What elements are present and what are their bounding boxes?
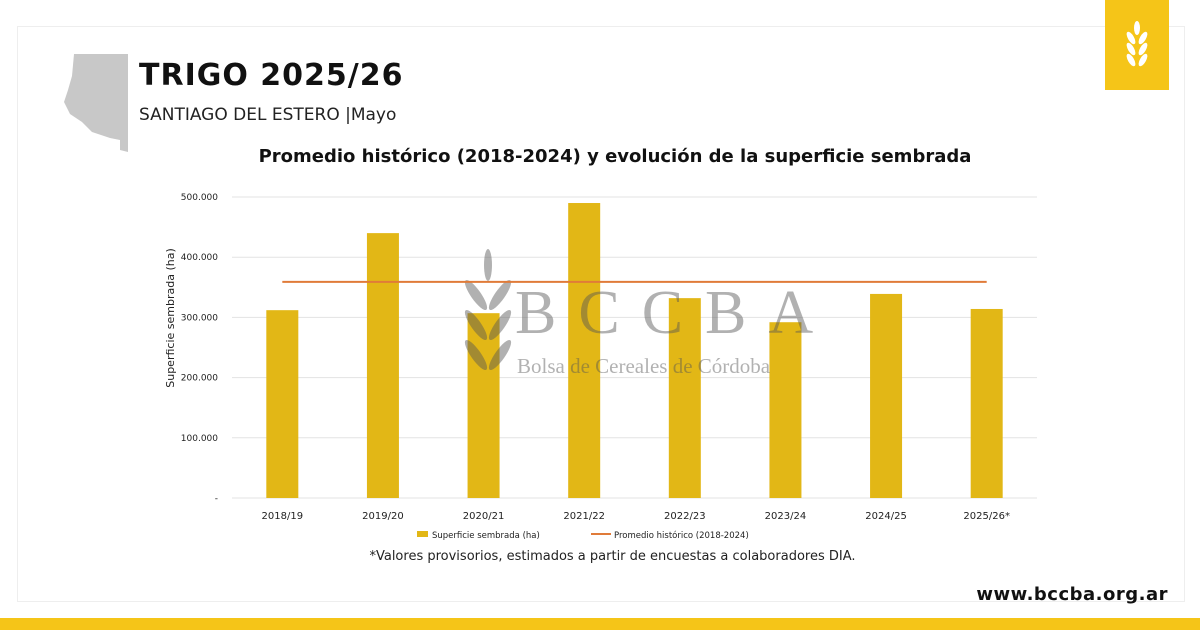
watermark-subtitle: Bolsa de Cereales de Córdoba: [517, 354, 771, 378]
wheat-icon: [1126, 21, 1148, 67]
bar-201920: [366, 233, 399, 498]
y-tick-label: 500.000: [181, 193, 218, 203]
legend-label-bar: Superficie sembrada (ha): [432, 531, 540, 541]
x-tick-label: 2019/20: [362, 511, 404, 522]
province-map-icon: [64, 54, 128, 152]
legend-label-line: Promedio histórico (2018-2024): [614, 530, 749, 541]
footnote: *Valores provisorios, estimados a partir…: [369, 549, 856, 564]
legend: Superficie sembrada (ha) Promedio histór…: [417, 530, 749, 541]
page-subtitle: SANTIAGO DEL ESTERO |Mayo: [139, 105, 397, 125]
bar-202021: [467, 313, 500, 498]
bar-202324: [769, 322, 802, 498]
bar-201819: [266, 310, 299, 498]
y-tick-label: 200.000: [181, 374, 218, 384]
x-tick-label: 2018/19: [262, 511, 304, 522]
bar-202425: [870, 293, 903, 498]
x-tick-label: 2025/26*: [963, 511, 1010, 522]
bar-202122: [568, 203, 601, 498]
website-link[interactable]: www.bccba.org.ar: [976, 584, 1168, 605]
y-tick-label: 400.000: [181, 253, 218, 263]
y-axis-label: Superficie sembrada (ha): [164, 248, 177, 388]
page-title: TRIGO 2025/26: [139, 58, 404, 93]
bar-202526: [970, 308, 1003, 498]
x-tick-label: 2022/23: [664, 511, 706, 522]
brand-badge: [1105, 0, 1169, 90]
x-tick-label: 2021/22: [563, 511, 605, 522]
y-tick-label: -: [215, 494, 218, 504]
y-tick-label: 100.000: [181, 434, 218, 444]
y-tick-label: 300.000: [181, 313, 218, 323]
bar-202223: [668, 298, 701, 498]
bottom-accent-bar: [0, 618, 1200, 630]
x-tick-label: 2020/21: [463, 511, 505, 522]
x-tick-label: 2023/24: [765, 511, 807, 522]
watermark-title: BCCBA: [515, 279, 835, 347]
x-tick-label: 2024/25: [865, 511, 907, 522]
chart-title: Promedio histórico (2018-2024) y evoluci…: [258, 146, 972, 167]
bccba-watermark: BCCBA Bolsa de Cereales de Córdoba: [464, 249, 835, 378]
legend-swatch-bar: [417, 531, 428, 537]
